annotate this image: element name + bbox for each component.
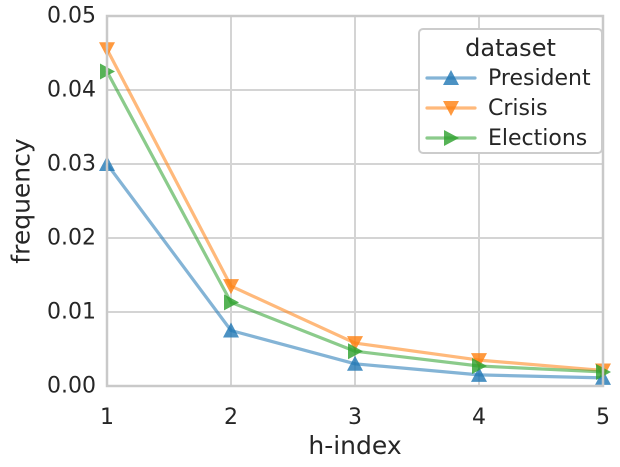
x-tick-label: 4 (472, 405, 486, 430)
triangle-up-legend-marker-icon (425, 70, 477, 85)
x-tick-label: 3 (348, 405, 362, 430)
y-tick-label: 0.04 (47, 78, 96, 103)
legend-title: dataset (465, 34, 556, 62)
x-axis-label: h-index (308, 431, 402, 460)
legend-label: President (488, 65, 591, 91)
data-point-marker-elections (472, 358, 487, 375)
data-point-marker-president (223, 322, 239, 338)
y-axis-label: frequency (6, 138, 36, 264)
data-point-marker-president (347, 355, 363, 371)
plot-border (105, 14, 605, 388)
x-tick-label: 5 (596, 405, 610, 430)
y-tick-label: 0.02 (47, 226, 96, 251)
triangle-down-legend-marker-icon (425, 101, 477, 116)
data-point-marker-president (471, 366, 487, 382)
data-point-marker-crisis (471, 353, 487, 369)
x-tick-label: 2 (224, 405, 238, 430)
data-point-marker-crisis (347, 336, 363, 352)
legend-entry-president: President (420, 63, 601, 93)
legend-label: Crisis (488, 95, 548, 121)
legend-entry-elections: Elections (420, 123, 601, 153)
data-point-marker-elections (348, 343, 363, 360)
y-tick-label: 0.00 (47, 374, 96, 399)
data-point-marker-elections (224, 294, 239, 311)
legend-entry-crisis: Crisis (420, 93, 601, 123)
data-point-marker-crisis (223, 279, 239, 295)
y-tick-label: 0.01 (47, 300, 96, 325)
y-tick-label: 0.05 (47, 4, 96, 29)
legend-label: Elections (488, 125, 588, 151)
x-tick-label: 1 (100, 405, 114, 430)
legend: dataset President Crisis Elections (418, 28, 603, 154)
triangle-right-legend-marker-icon (425, 130, 477, 146)
legend-entries: President Crisis Elections (420, 63, 601, 153)
y-tick-label: 0.03 (47, 152, 96, 177)
